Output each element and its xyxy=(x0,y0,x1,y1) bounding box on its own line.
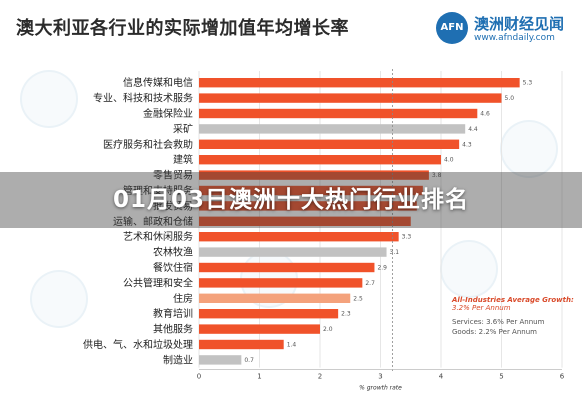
bar xyxy=(199,216,411,226)
bar xyxy=(199,278,363,288)
headline-banner: 01月03日澳洲十大热门行业排名 xyxy=(0,172,582,228)
bar xyxy=(199,170,429,180)
bar xyxy=(199,247,387,257)
value-label: 1.4 xyxy=(287,342,297,349)
category-label: 餐饮住宿 xyxy=(153,261,193,274)
bar xyxy=(199,339,284,350)
bar xyxy=(199,93,502,103)
category-label: 其他服务 xyxy=(153,323,193,336)
bar xyxy=(199,124,466,134)
x-tick-label: 1 xyxy=(257,373,261,381)
category-label: 信息传媒和电信 xyxy=(123,76,193,89)
value-label: 0.7 xyxy=(244,357,254,364)
bar xyxy=(199,324,320,334)
note-subtitle: 3.2% Per Annum xyxy=(452,304,511,312)
x-tick-label: 0 xyxy=(197,373,201,381)
note-goods: Goods: 2.2% Per Annum xyxy=(452,328,537,336)
chart-title: 澳大利亚各行业的实际增加值年均增长率 xyxy=(16,18,349,39)
x-axis-title: % growth rate xyxy=(359,385,402,392)
value-label: 5.0 xyxy=(505,95,515,102)
bar xyxy=(199,309,339,319)
category-label: 住房 xyxy=(173,292,193,305)
headline-text: 01月03日澳洲十大热门行业排名 xyxy=(112,187,469,213)
watermark-circle xyxy=(20,70,78,128)
value-label: 4.3 xyxy=(462,141,472,148)
category-label: 零售贸易 xyxy=(153,169,193,182)
x-tick-label: 2 xyxy=(318,373,322,381)
category-label: 运输、邮政和仓储 xyxy=(113,215,193,228)
category-label: 管理和支持服务 xyxy=(123,184,193,197)
category-label: 金融保险业 xyxy=(143,107,193,120)
watermark-circle xyxy=(30,270,88,328)
value-label: 4.4 xyxy=(468,126,478,133)
note-title: All-Industries Average Growth: xyxy=(452,296,574,304)
logo-mark: AFN xyxy=(436,12,468,44)
afn-logo: AFN 澳洲财经见闻 www.afndaily.com xyxy=(436,12,572,46)
bar xyxy=(199,293,351,303)
value-label: 5.3 xyxy=(523,80,533,87)
category-label: 专业、科技和技术服务 xyxy=(93,92,193,105)
value-label: 3.8 xyxy=(432,172,442,179)
category-label: 供电、气、水和垃圾处理 xyxy=(83,338,193,351)
bar xyxy=(199,185,423,196)
category-label: 艺术和休闲服务 xyxy=(123,230,193,243)
value-label: 2.7 xyxy=(365,280,375,287)
value-label: 2.3 xyxy=(341,311,351,318)
x-tick-label: 3 xyxy=(378,373,382,381)
category-label: 批发贸易 xyxy=(153,199,193,212)
value-label: 4.6 xyxy=(480,111,490,118)
category-label: 农林牧渔 xyxy=(153,246,193,259)
x-tick-label: 5 xyxy=(499,373,503,381)
value-label: 3.3 xyxy=(402,234,412,241)
bar xyxy=(199,355,242,365)
note-services: Services: 3.6% Per Annum xyxy=(452,318,545,326)
value-label: 2.0 xyxy=(323,326,333,333)
value-label: 4.0 xyxy=(444,157,454,164)
bar xyxy=(199,232,399,242)
value-label: 3.1 xyxy=(390,249,400,256)
category-label: 教育培训 xyxy=(153,307,193,320)
bar xyxy=(199,108,478,119)
category-label: 医疗服务和社会救助 xyxy=(103,138,193,151)
x-tick-label: 4 xyxy=(439,373,444,381)
x-tick-label: 6 xyxy=(560,373,565,381)
value-label: 2.9 xyxy=(377,265,387,272)
logo-name: 澳洲财经见闻 xyxy=(474,15,565,33)
category-label: 建筑 xyxy=(173,153,193,166)
category-label: 制造业 xyxy=(163,353,193,366)
value-label: 2.5 xyxy=(353,295,363,302)
logo-url: www.afndaily.com xyxy=(474,33,555,43)
bar xyxy=(199,139,460,149)
bar xyxy=(199,155,441,165)
bar xyxy=(199,201,417,211)
category-label: 采矿 xyxy=(173,122,193,135)
average-growth-note: All-Industries Average Growth: 3.2% Per … xyxy=(452,296,578,336)
bar xyxy=(199,78,520,88)
category-label: 公共管理和安全 xyxy=(123,276,193,289)
bar xyxy=(199,262,375,273)
